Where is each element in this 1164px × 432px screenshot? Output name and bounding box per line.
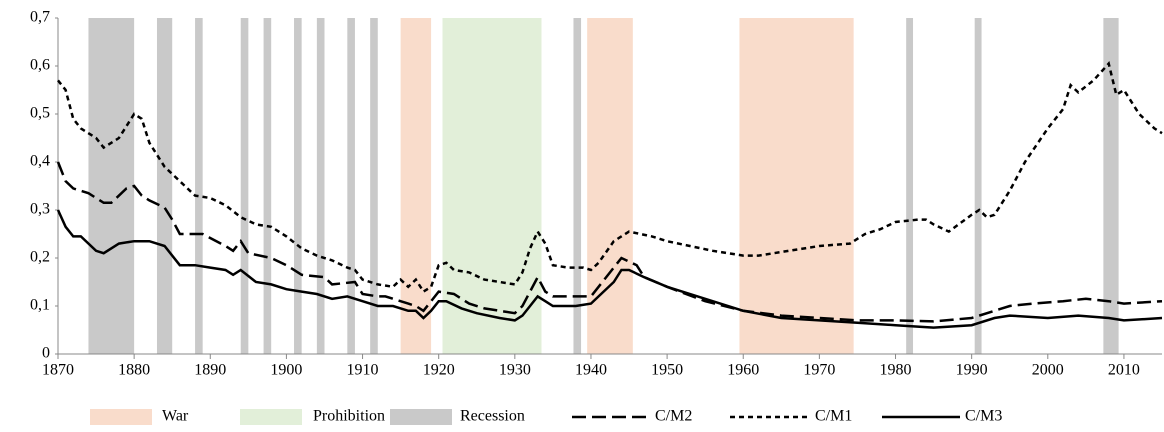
x-tick-label: 1880 <box>118 362 150 379</box>
x-tick-label: 1980 <box>880 362 912 379</box>
series-line <box>57 61 1163 294</box>
x-tick-label: 1890 <box>194 362 226 379</box>
band <box>1103 18 1119 354</box>
series-line <box>56 209 1163 329</box>
x-tick-label: 1940 <box>575 362 607 379</box>
band <box>263 18 272 354</box>
y-tick-label: 0 <box>42 345 50 362</box>
band <box>739 18 854 354</box>
legend-label: War <box>162 408 189 425</box>
legend-label: C/M2 <box>655 408 692 425</box>
band <box>347 18 355 354</box>
y-tick-label: 0,7 <box>30 9 50 26</box>
band <box>370 18 378 354</box>
y-tick-label: 0,4 <box>30 153 50 170</box>
legend-swatch <box>390 409 452 425</box>
y-tick-label: 0,3 <box>30 201 50 218</box>
band <box>156 18 173 354</box>
band <box>573 18 582 354</box>
band <box>587 18 633 354</box>
series-line <box>56 161 1163 323</box>
band <box>906 18 914 354</box>
x-tick-label: 1910 <box>347 362 379 379</box>
x-tick-label: 1900 <box>270 362 302 379</box>
x-tick-label: 1920 <box>423 362 455 379</box>
legend-swatch <box>90 409 152 425</box>
band <box>974 18 982 354</box>
y-tick-label: 0,2 <box>30 249 50 266</box>
band <box>316 18 325 354</box>
band <box>240 18 249 354</box>
x-tick-label: 1990 <box>956 362 988 379</box>
band <box>195 18 203 354</box>
y-tick-label: 0,5 <box>30 105 50 122</box>
x-tick-label: 1870 <box>42 362 74 379</box>
y-tick-label: 0,6 <box>30 57 50 74</box>
x-tick-label: 2010 <box>1108 362 1140 379</box>
legend-label: C/M1 <box>815 408 852 425</box>
x-tick-label: 1970 <box>803 362 835 379</box>
band <box>442 18 542 354</box>
x-tick-label: 1950 <box>651 362 683 379</box>
legend-label: Recession <box>460 408 525 425</box>
band <box>294 18 302 354</box>
legend-label: C/M3 <box>965 408 1002 425</box>
y-tick-label: 0,1 <box>30 297 50 314</box>
legend-swatch <box>240 409 302 425</box>
x-tick-label: 2000 <box>1032 362 1064 379</box>
legend-label: Prohibition <box>313 408 385 425</box>
band <box>88 18 135 354</box>
x-tick-label: 1960 <box>727 362 759 379</box>
band <box>400 18 432 354</box>
x-tick-label: 1930 <box>499 362 531 379</box>
